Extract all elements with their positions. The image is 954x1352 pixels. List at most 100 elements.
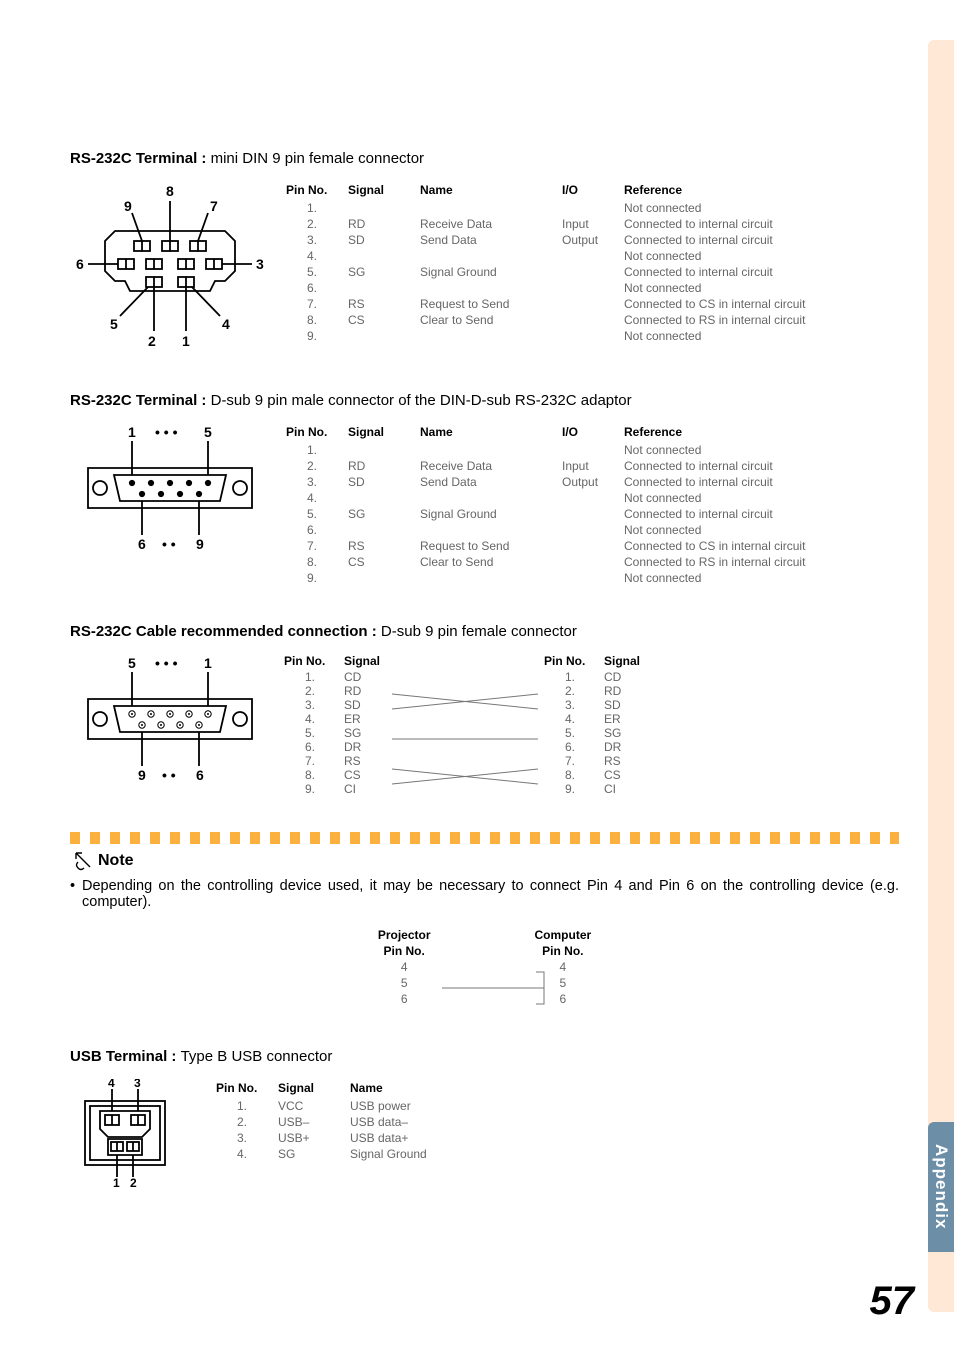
- cable-label-5: 5: [128, 655, 136, 671]
- cable-table: Pin No. Signal Pin No. Signal 1.CD1.CD2.…: [280, 654, 650, 796]
- din9-h-pin: Pin No.: [282, 183, 342, 199]
- mini-h-proj1: Projector: [378, 928, 431, 942]
- page-number: 57: [870, 1279, 915, 1324]
- cell-pin: 4.: [212, 1147, 272, 1161]
- dsub9m-h-name: Name: [416, 425, 556, 441]
- table-row: 2.RDReceive DataInputConnected to intern…: [282, 217, 809, 231]
- cell-rsig: ER: [600, 712, 650, 726]
- cell-lsig: SD: [340, 698, 390, 712]
- cell-rpin: 6.: [540, 740, 600, 754]
- cell-io: [558, 249, 618, 263]
- cell-signal: SD: [344, 475, 414, 489]
- cell-io: [558, 491, 618, 505]
- cell-io: [558, 555, 618, 569]
- cell-name: [416, 201, 556, 215]
- table-row: 9.CI9.CI: [280, 782, 650, 796]
- cell-pin: 7.: [282, 539, 342, 553]
- cell-l: 5: [378, 976, 431, 990]
- cell-lpin: 7.: [280, 754, 340, 768]
- cell-io: [558, 539, 618, 553]
- table-row: 6.Not connected: [282, 281, 809, 295]
- din9-pin1-label: 1: [182, 333, 190, 349]
- dsub9m-table: Pin No. Signal Name I/O Reference 1.Not …: [280, 423, 811, 587]
- cell-pin: 9.: [282, 571, 342, 585]
- cell-rsig: CI: [600, 782, 650, 796]
- cable-title-reg: D-sub 9 pin female connector: [381, 623, 577, 640]
- table-row: 5.SGSignal GroundConnected to internal c…: [282, 265, 809, 279]
- section-dsub9m: RS-232C Terminal : D-sub 9 pin male conn…: [70, 392, 899, 587]
- cell-name: Send Data: [416, 233, 556, 247]
- din9-h-ref: Reference: [620, 183, 809, 199]
- usb-label-2: 2: [130, 1176, 137, 1189]
- cable-hr-sig: Signal: [600, 654, 650, 670]
- cell-lpin: 4.: [280, 712, 340, 726]
- cell-pin: 6.: [282, 523, 342, 537]
- appendix-label-text: Appendix: [931, 1144, 951, 1229]
- cell-name: Signal Ground: [416, 265, 556, 279]
- cell-ref: Not connected: [620, 249, 809, 263]
- cell-ref: Connected to internal circuit: [620, 459, 809, 473]
- table-row: 9.Not connected: [282, 329, 809, 343]
- table-row: 4.SGSignal Ground: [212, 1147, 486, 1161]
- dsub9m-label-9: 9: [196, 536, 204, 552]
- note-icon: [72, 850, 94, 872]
- table-row: 4.Not connected: [282, 249, 809, 263]
- table-row: 5.SGSignal GroundConnected to internal c…: [282, 507, 809, 521]
- cell-rsig: RD: [600, 684, 650, 698]
- cell-name: [416, 443, 556, 457]
- cell-name: Signal Ground: [416, 507, 556, 521]
- table-row: 2.USB–USB data–: [212, 1115, 486, 1129]
- cell-name: Receive Data: [416, 217, 556, 231]
- note-text-content: Depending on the controlling device used…: [70, 878, 899, 910]
- svg-text:• • •: • • •: [155, 655, 178, 671]
- cell-lsig: ER: [340, 712, 390, 726]
- cell-name: Clear to Send: [416, 313, 556, 327]
- cell-ref: Connected to RS in internal circuit: [620, 555, 809, 569]
- cell-lpin: 5.: [280, 726, 340, 740]
- usb-h-pin: Pin No.: [212, 1081, 272, 1097]
- cell-rpin: 9.: [540, 782, 600, 796]
- cell-lsig: CI: [340, 782, 390, 796]
- cell-lpin: 6.: [280, 740, 340, 754]
- table-row: 9. Not connected: [282, 571, 809, 585]
- cell-signal: USB+: [274, 1131, 344, 1145]
- mini-h-comp1: Computer: [535, 928, 592, 942]
- table-row: 2.RD2.RD: [280, 684, 650, 698]
- table-row: 7.RSRequest to SendConnected to CS in in…: [282, 539, 809, 553]
- cell-lsig: SG: [340, 726, 390, 740]
- cable-title: RS-232C Cable recommended connection : D…: [70, 623, 899, 640]
- cell-ref: Connected to internal circuit: [620, 507, 809, 521]
- cell-pin: 2.: [282, 217, 342, 231]
- cell-ref: Not connected: [620, 443, 809, 457]
- din9-pin9-label: 9: [124, 198, 132, 214]
- cell-ref: Connected to RS in internal circuit: [620, 313, 809, 327]
- cell-io: [558, 329, 618, 343]
- cell-pin: 9.: [282, 329, 342, 343]
- cell-name: Signal Ground: [346, 1147, 486, 1161]
- din9-pin3-label: 3: [256, 256, 264, 272]
- table-row: 3.SDSend DataOutputConnected to internal…: [282, 233, 809, 247]
- din9-h-sig: Signal: [344, 183, 414, 199]
- dsub9m-title: RS-232C Terminal : D-sub 9 pin male conn…: [70, 392, 899, 409]
- cell-signal: SG: [344, 265, 414, 279]
- usb-label-3: 3: [134, 1079, 141, 1090]
- table-row: 6.Not connected: [282, 523, 809, 537]
- cell-r: 4: [535, 960, 592, 974]
- cell-io: [558, 297, 618, 311]
- cell-lsig: CS: [340, 768, 390, 782]
- dsub9m-h-io: I/O: [558, 425, 618, 441]
- cell-lsig: RS: [340, 754, 390, 768]
- cable-diagram: 5 1 • • • 9 6 • •: [70, 654, 280, 784]
- table-row: 3.USB+USB data+: [212, 1131, 486, 1145]
- cable-hl-sig: Signal: [340, 654, 390, 670]
- cell-signal: RD: [344, 459, 414, 473]
- cell-signal: SG: [344, 507, 414, 521]
- cell-rpin: 7.: [540, 754, 600, 768]
- cell-io: [558, 507, 618, 521]
- dsub9m-diagram: 1 5 • • • 6 9 • •: [70, 423, 280, 553]
- cell-pin: 1.: [282, 443, 342, 457]
- cell-signal: [344, 201, 414, 215]
- cell-ref: Not connected: [620, 571, 809, 585]
- cell-name: [416, 281, 556, 295]
- cell-io: [558, 265, 618, 279]
